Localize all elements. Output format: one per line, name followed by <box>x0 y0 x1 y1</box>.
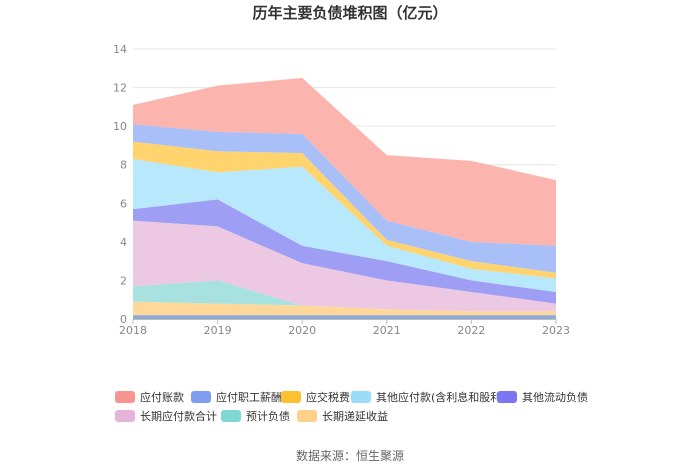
axes: 0 2 4 6 8 10 12 14 2018 2019 2020 2021 2022 2023 <box>113 43 570 337</box>
legend-label: 预计负债 <box>246 409 290 423</box>
y-tick-label: 6 <box>120 197 127 210</box>
legend-item[interactable]: 长期递延收益 <box>297 409 388 423</box>
legend-swatch <box>281 391 301 403</box>
legend-swatch <box>191 391 211 403</box>
x-tick-label: 2021 <box>373 324 401 337</box>
legend-label: 长期应付款合计 <box>140 409 217 423</box>
legend-item[interactable]: 应交税费 <box>281 390 350 404</box>
x-tick-label: 2022 <box>457 324 485 337</box>
area-应付职工薪酬[interactable] <box>133 124 556 273</box>
area-其它[interactable] <box>133 315 556 319</box>
area-其他应付款(含利息和股利)[interactable] <box>133 158 556 292</box>
legend-item[interactable]: 应付职工薪酬 <box>191 390 282 404</box>
area-预计负债[interactable] <box>133 280 556 312</box>
x-tick-label: 2018 <box>119 324 147 337</box>
legend-swatch <box>497 391 517 403</box>
x-tick-label: 2019 <box>204 324 232 337</box>
chart-title: 历年主要负债堆积图（亿元） <box>252 4 448 22</box>
area-应交税费[interactable] <box>133 141 556 279</box>
y-tick-label: 4 <box>120 236 127 249</box>
legend-label: 长期递延收益 <box>322 409 388 423</box>
legend-label: 其他流动负债 <box>522 390 588 404</box>
y-tick-label: 12 <box>113 82 127 95</box>
legend-swatch <box>115 410 135 422</box>
area-其他流动负债[interactable] <box>133 199 556 304</box>
y-tick-label: 2 <box>120 274 127 287</box>
y-tick-label: 0 <box>120 313 127 326</box>
legend-label: 其他应付款(含利息和股利) <box>376 390 506 404</box>
x-tick-label: 2023 <box>542 324 570 337</box>
area-长期应付款合计[interactable] <box>133 220 556 312</box>
y-tick-label: 8 <box>120 159 127 172</box>
legend-label: 应交税费 <box>306 390 350 404</box>
area-series <box>133 77 556 319</box>
legend-label: 应付职工薪酬 <box>216 390 282 404</box>
y-tick-label: 10 <box>113 120 127 133</box>
legend-item[interactable]: 其他流动负债 <box>497 390 588 404</box>
legend-item[interactable]: 应付账款 <box>115 390 184 404</box>
legend: 应付账款 应付职工薪酬 应交税费 其他应付款(含利息和股利) 其他流动负债长期应付款合计… <box>115 390 588 423</box>
data-source: 数据来源：恒生聚源 <box>295 449 404 463</box>
area-长期递延收益[interactable] <box>133 301 556 316</box>
legend-item[interactable]: 预计负债 <box>221 409 290 423</box>
x-tick-label: 2020 <box>288 324 316 337</box>
area-应付账款[interactable] <box>133 77 556 246</box>
y-tick-label: 14 <box>113 43 127 56</box>
legend-swatch <box>221 410 241 422</box>
legend-item[interactable]: 其他应付款(含利息和股利) <box>351 390 506 404</box>
legend-item[interactable]: 长期应付款合计 <box>115 409 217 423</box>
legend-swatch <box>115 391 135 403</box>
legend-swatch <box>297 410 317 422</box>
legend-label: 应付账款 <box>140 390 184 404</box>
legend-swatch <box>351 391 371 403</box>
